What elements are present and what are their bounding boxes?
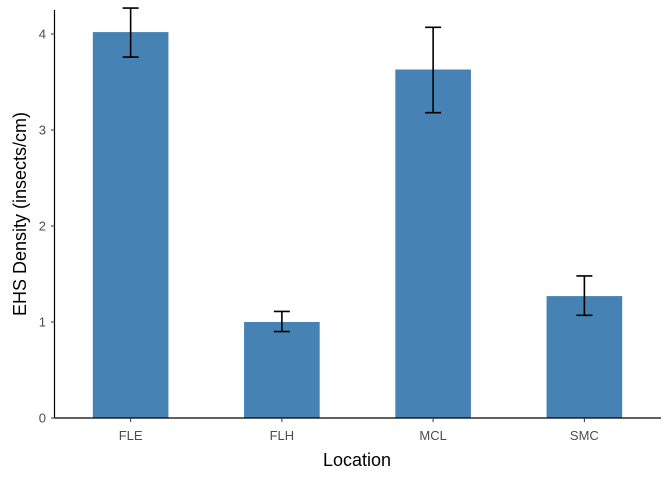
bar-smc bbox=[546, 296, 623, 418]
y-axis-title: EHS Density (insects/cm) bbox=[10, 112, 30, 316]
error-bars bbox=[122, 7, 593, 333]
x-tick-label: SMC bbox=[570, 428, 599, 443]
y-tick-label: 1 bbox=[39, 315, 46, 330]
error-bar-smc bbox=[576, 275, 593, 317]
y-tick-label: 2 bbox=[39, 219, 46, 234]
error-bar-flh bbox=[273, 310, 290, 333]
x-tick-label: FLE bbox=[119, 428, 143, 443]
bar-fle bbox=[92, 32, 169, 418]
bar-flh bbox=[244, 322, 320, 418]
bars bbox=[92, 32, 623, 419]
error-bar-fle bbox=[122, 7, 139, 58]
y-tick-label: 4 bbox=[39, 27, 46, 42]
y-tick-label: 0 bbox=[39, 411, 46, 426]
y-axis-ticks: 0 1 2 3 4 bbox=[39, 27, 55, 426]
bar-mcl bbox=[395, 69, 471, 419]
error-bar-mcl bbox=[425, 26, 442, 114]
x-axis-ticks: FLE FLH MCL SMC bbox=[119, 418, 599, 443]
x-tick-label: FLH bbox=[270, 428, 295, 443]
x-tick-label: MCL bbox=[419, 428, 446, 443]
x-axis-title: Location bbox=[323, 450, 391, 470]
y-tick-label: 3 bbox=[39, 123, 46, 138]
